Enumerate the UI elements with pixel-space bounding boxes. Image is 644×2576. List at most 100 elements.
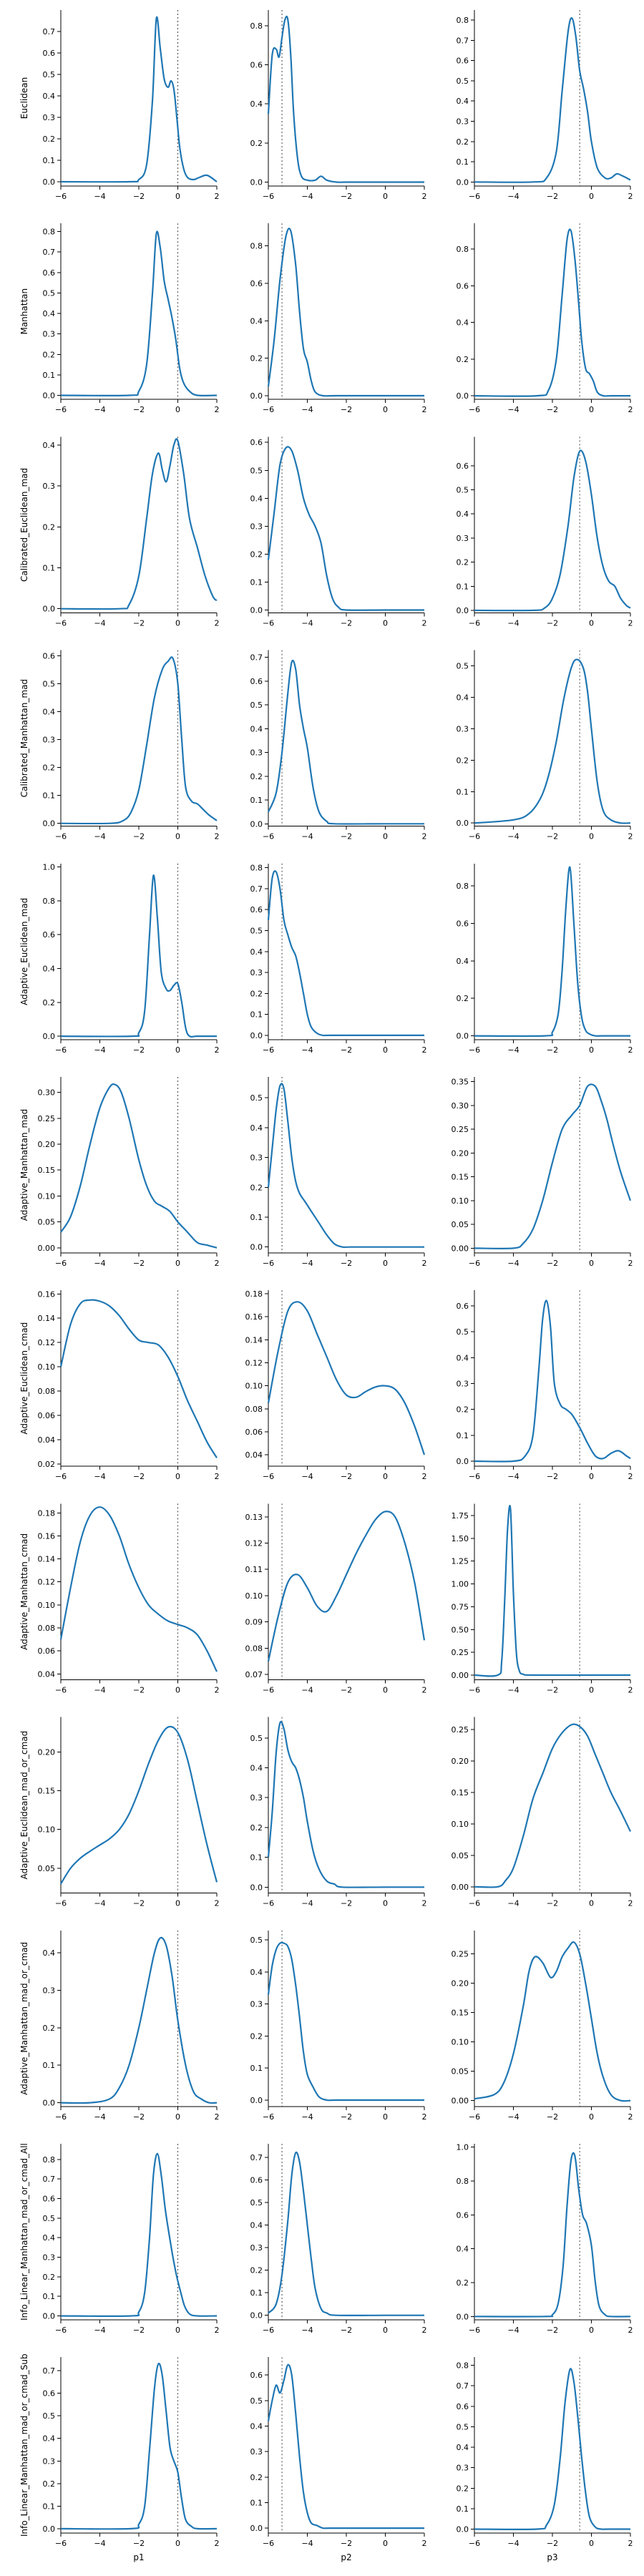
density-curve xyxy=(268,2151,424,2317)
x-tick-label: −6 xyxy=(263,2112,274,2122)
y-tick-label: 0.08 xyxy=(245,1644,263,1653)
x-tick-label: −2 xyxy=(547,832,558,841)
x-axis-label: p2 xyxy=(341,2552,351,2562)
y-tick-label: 0.10 xyxy=(452,1820,469,1829)
y-tick-label: 0.3 xyxy=(457,724,469,733)
y-tick-label: 0.6 xyxy=(457,1302,469,1311)
density-curve xyxy=(267,1511,426,1662)
x-tick-label: 2 xyxy=(422,832,427,841)
x-tick-label: −4 xyxy=(301,2539,313,2548)
x-tick-label: −6 xyxy=(55,2539,67,2548)
y-tick-label: 0.0 xyxy=(43,391,56,400)
y-tick-label: 0.10 xyxy=(38,1825,56,1835)
y-tick-label: 0.25 xyxy=(452,1648,469,1657)
x-tick-label: 2 xyxy=(422,2326,427,2335)
y-tick-label: 0.4 xyxy=(250,494,263,503)
y-tick-label: 0.0 xyxy=(250,819,263,829)
density-curve xyxy=(267,870,424,1037)
y-tick-label: 0.3 xyxy=(250,2447,263,2457)
y-tick-label: 0.4 xyxy=(43,2233,56,2243)
x-tick-label: 0 xyxy=(383,618,388,628)
x-tick-label: −2 xyxy=(341,405,352,414)
y-tick-label: 0.5 xyxy=(250,2198,263,2207)
x-tick-label: −2 xyxy=(133,405,145,414)
x-tick-label: −6 xyxy=(55,1899,67,1908)
y-tick-label: 0.3 xyxy=(43,482,56,491)
y-tick-label: 0.0 xyxy=(250,391,263,401)
y-tick-label: 0.4 xyxy=(250,99,263,109)
y-tick-label: 0.6 xyxy=(43,930,56,940)
y-tick-label: 0.0 xyxy=(250,1883,263,1892)
y-tick-label: 0.30 xyxy=(452,1101,469,1111)
density-curve xyxy=(474,228,630,397)
y-tick-label: 1.0 xyxy=(43,863,56,872)
x-tick-label: 0 xyxy=(383,1259,388,1268)
x-tick-label: −2 xyxy=(547,192,558,201)
y-tick-label: 0.0 xyxy=(43,2524,56,2534)
y-tick-label: 0.1 xyxy=(43,156,56,165)
x-tick-label: 0 xyxy=(175,618,180,628)
x-tick-label: 0 xyxy=(175,2539,180,2548)
x-tick-label: 2 xyxy=(628,1899,633,1908)
y-tick-label: 0.2 xyxy=(457,2484,469,2493)
y-tick-label: 0.16 xyxy=(245,1312,263,1322)
x-tick-label: 2 xyxy=(215,1045,220,1055)
y-tick-label: 0.5 xyxy=(457,2422,469,2431)
y-tick-label: 0.12 xyxy=(245,1358,263,1367)
y-tick-label: 0.6 xyxy=(43,49,56,58)
y-tick-label: 0.8 xyxy=(457,16,469,25)
y-tick-label: 0.11 xyxy=(245,1565,263,1574)
x-tick-label: −4 xyxy=(507,1899,519,1908)
x-tick-label: 2 xyxy=(422,1259,427,1268)
y-tick-label: 0.4 xyxy=(457,957,469,966)
x-tick-label: −2 xyxy=(133,1259,145,1268)
x-tick-label: −2 xyxy=(341,1259,352,1268)
density-curve xyxy=(59,1299,218,1458)
x-tick-label: −6 xyxy=(55,1045,67,1055)
x-tick-label: −2 xyxy=(341,1899,352,1908)
x-tick-label: −6 xyxy=(263,832,274,841)
density-curve xyxy=(267,2363,424,2529)
y-tick-label: 0.3 xyxy=(250,1153,263,1163)
row-label: Adaptive_Euclidean_mad_or_cmad xyxy=(19,1731,29,1880)
y-tick-label: 0.6 xyxy=(457,281,469,291)
y-tick-label: 0.1 xyxy=(457,787,469,796)
x-tick-label: −2 xyxy=(133,2326,145,2335)
y-tick-label: 0.06 xyxy=(38,1411,56,1420)
y-tick-label: 0.15 xyxy=(452,2009,469,2018)
y-tick-label: 0.3 xyxy=(43,330,56,339)
x-tick-label: 2 xyxy=(628,405,633,414)
density-curve xyxy=(60,230,218,396)
row-label: Adaptive_Euclidean_cmad xyxy=(19,1322,29,1435)
y-tick-label: 0.0 xyxy=(250,2311,263,2321)
x-tick-label: −4 xyxy=(301,1259,313,1268)
x-tick-label: −4 xyxy=(507,1472,519,1481)
x-tick-label: −6 xyxy=(469,1259,480,1268)
y-tick-label: 0.5 xyxy=(250,1734,263,1743)
y-tick-label: 0.3 xyxy=(457,2464,469,2473)
y-tick-label: 0.20 xyxy=(38,1747,56,1757)
y-tick-label: 0.4 xyxy=(457,693,469,702)
density-curve xyxy=(474,17,631,183)
x-tick-label: −2 xyxy=(133,1899,145,1908)
x-tick-label: −2 xyxy=(133,2539,145,2548)
y-tick-label: 0.5 xyxy=(250,466,263,475)
density-curve xyxy=(474,1723,631,1888)
y-tick-label: 0.1 xyxy=(250,1853,263,1863)
x-tick-label: 0 xyxy=(175,1685,180,1694)
x-tick-label: −4 xyxy=(94,2112,105,2122)
x-tick-label: −2 xyxy=(547,1899,558,1908)
x-tick-label: −2 xyxy=(341,1045,352,1055)
y-tick-label: 0.5 xyxy=(250,1936,263,1945)
y-tick-label: 0.7 xyxy=(43,248,56,257)
y-tick-label: 0.0 xyxy=(43,177,56,187)
x-tick-label: −4 xyxy=(94,832,105,841)
x-tick-label: −4 xyxy=(507,1685,519,1694)
y-tick-label: 0.4 xyxy=(43,708,56,717)
x-tick-label: 2 xyxy=(422,1899,427,1908)
x-tick-label: −6 xyxy=(263,405,274,414)
y-tick-label: 0.20 xyxy=(452,1757,469,1766)
x-tick-label: −2 xyxy=(547,618,558,628)
x-tick-label: −2 xyxy=(133,1045,145,1055)
x-tick-label: −6 xyxy=(469,1899,480,1908)
